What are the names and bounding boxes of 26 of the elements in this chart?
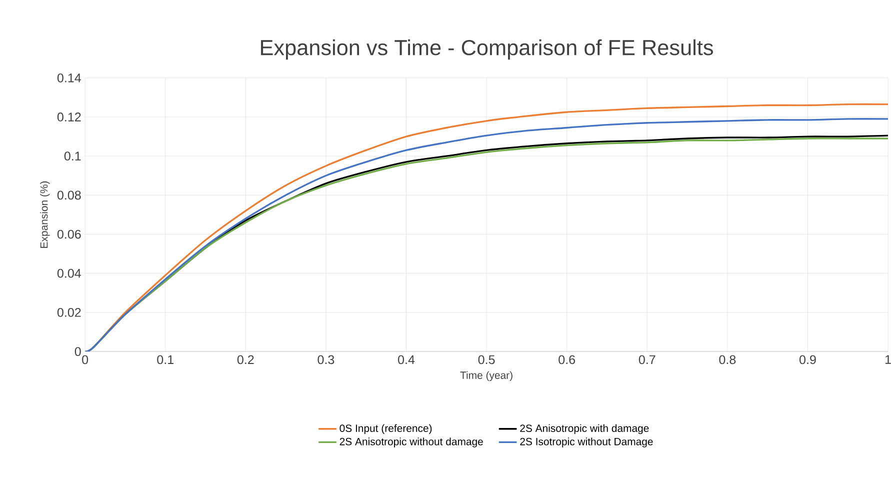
legend-label: 2S Anisotropic with damage bbox=[520, 424, 649, 434]
x-tick-label: 0.2 bbox=[237, 355, 254, 364]
x-tick-label: 0.7 bbox=[638, 355, 656, 364]
x-tick-label: 1 bbox=[885, 355, 891, 364]
x-tick-label: 0.1 bbox=[157, 355, 174, 364]
x-tick-label: 0.5 bbox=[478, 355, 495, 364]
legend-label: 2S Anisotropic without damage bbox=[340, 437, 483, 448]
y-tick-label: 0.12 bbox=[57, 112, 81, 122]
y-tick-label: 0.1 bbox=[64, 151, 81, 160]
legend-label: 0S Input (reference) bbox=[340, 424, 432, 434]
y-tick-label: 0.08 bbox=[57, 190, 81, 200]
x-tick-label: 0.6 bbox=[558, 355, 576, 364]
y-tick-label: 0.06 bbox=[57, 230, 81, 239]
x-tick-label: 0.3 bbox=[318, 355, 334, 364]
x-tick-label: 0.4 bbox=[398, 355, 415, 364]
x-tick-label: 0 bbox=[82, 355, 88, 364]
x-axis-title: Time (year) bbox=[460, 371, 512, 381]
chart-title: Expansion vs Time - Comparison of FE Results bbox=[261, 39, 713, 60]
y-tick-label: 0 bbox=[74, 346, 81, 356]
y-tick-label: 0.14 bbox=[57, 73, 81, 82]
legend-label: 2S Isotropic without Damage bbox=[520, 437, 653, 448]
y-axis-title: Expansion (%) bbox=[40, 181, 50, 248]
y-tick-label: 0.02 bbox=[57, 308, 81, 317]
x-tick-label: 0.8 bbox=[719, 355, 736, 364]
y-tick-label: 0.04 bbox=[57, 268, 81, 278]
x-tick-label: 0.9 bbox=[800, 355, 816, 364]
